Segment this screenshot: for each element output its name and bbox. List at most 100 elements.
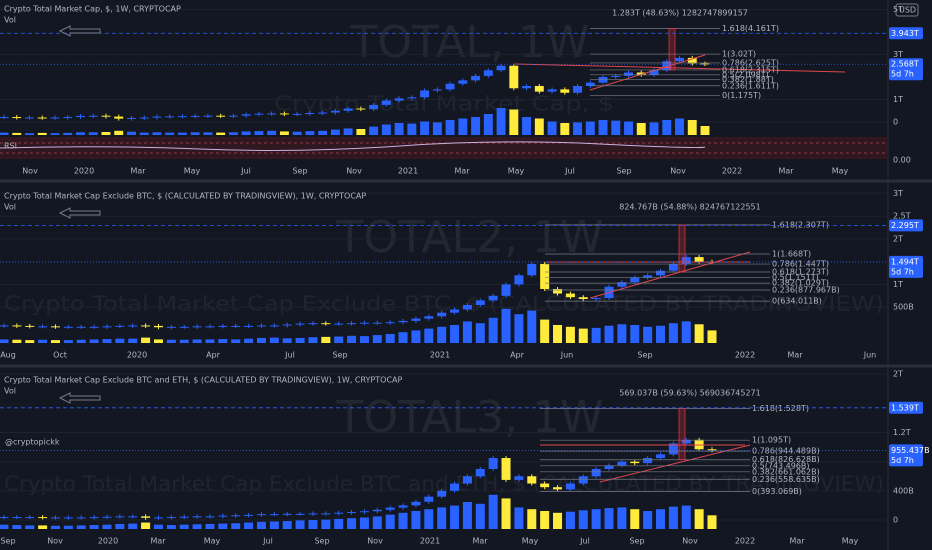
candle [643,275,653,278]
candle [707,449,717,451]
x-tick-label: Sep [332,351,347,360]
volume-bar [63,525,73,529]
volume-bar [522,117,532,135]
x-tick-label: Apr [510,351,525,360]
volume-bar [445,120,455,135]
candle [394,98,404,101]
x-tick-label: Mar [150,537,166,546]
candle [501,284,511,296]
volume-bar [282,338,292,343]
fib-label: 0.5(743.496B) [752,461,810,470]
volume-bar [101,132,111,135]
y-tick-label: 5T [893,5,903,14]
fib-label: 0(634.011B) [772,297,822,306]
volume-bar [141,522,151,529]
volume-bar [282,521,292,529]
volume-bar [540,511,550,529]
candle [553,487,563,490]
y-tick-label: 1T [893,95,903,104]
volume-bar [636,123,646,135]
candle [522,86,532,89]
currency: USD [899,6,916,15]
candle [424,316,434,319]
candle [216,115,226,117]
x-tick-label: Sep [637,351,652,360]
volume-bar [527,310,537,343]
y-tick-label: 1.2T [893,428,911,437]
volume-bar [38,339,48,343]
fib-label: 1(3.02T) [722,50,756,59]
x-tick-label: 2020 [74,167,94,176]
volume-bar [656,325,666,343]
candle [115,516,125,518]
y-tick-label: 0 [893,118,898,127]
candle [496,65,506,71]
y-tick-label: 500B [893,303,914,312]
volume-bar [305,131,315,135]
fib-label: 1(1.668T) [772,249,811,258]
pane-title: Crypto Total Market Cap Exclude BTC, $ (… [4,192,366,201]
x-tick-label: Aug [0,351,16,360]
candle [617,282,627,287]
candle [630,461,640,464]
candle [102,326,112,328]
candle [475,300,485,305]
currency-box [895,3,919,17]
volume-bar [624,121,633,135]
volume-bar [656,509,666,529]
candle [292,113,302,115]
volume-bar [0,132,9,135]
volume-bar [254,131,264,135]
measure-label: 824.767B (54.88%) 824767122551 [619,203,760,212]
author-watermark: @cryptopickk [5,438,60,447]
volume-bar [591,327,601,343]
volume-bar [218,339,228,343]
candle [565,293,575,298]
fib-label: 0.236(558.635B) [752,475,820,484]
candle [578,476,588,484]
candle [649,70,659,75]
volume-bar [359,336,369,343]
volume-bar [25,340,35,343]
candle [450,483,460,491]
volume-bar [450,325,460,343]
candle [165,116,175,118]
x-tick-label: Jul [240,167,251,176]
volume-bar [334,518,344,529]
volume-bar [231,523,241,529]
watermark-subtitle: Crypto Total Market Cap Exclude BTC, $ (… [4,292,884,316]
volume-bar [458,118,468,135]
volume-bar [372,335,382,343]
volume-bar [694,324,704,343]
volume-bar [381,124,391,135]
x-tick-label: 2020 [127,351,147,360]
volume-bar [604,325,614,343]
candle [282,513,292,515]
volume-bar [372,516,382,529]
candle [166,517,176,519]
candle [462,304,472,310]
candle [269,514,279,516]
volume-bar [295,520,305,529]
volume-bar [318,130,328,135]
volume-bar [76,339,86,343]
countdown: 5d 7h [891,456,914,465]
watermark: TOTAL3, 1W [335,392,603,443]
volume-bar [76,525,86,529]
volume-bar [681,505,691,529]
y-tick-label: 3T [893,189,903,198]
volume-bar [707,330,717,343]
volume-bar [25,133,34,135]
candle [241,114,251,116]
volume-bar [617,507,627,529]
candle [153,517,163,519]
x-tick-label: May [184,167,201,176]
volume-bar [471,117,481,135]
candle [527,263,537,276]
candle [318,112,328,114]
x-tick-label: Mar [787,351,803,360]
fib-label: 0.786(944.489B) [752,447,820,456]
candle [244,514,254,516]
candle [295,323,305,325]
x-tick-label: Nov [22,167,38,176]
